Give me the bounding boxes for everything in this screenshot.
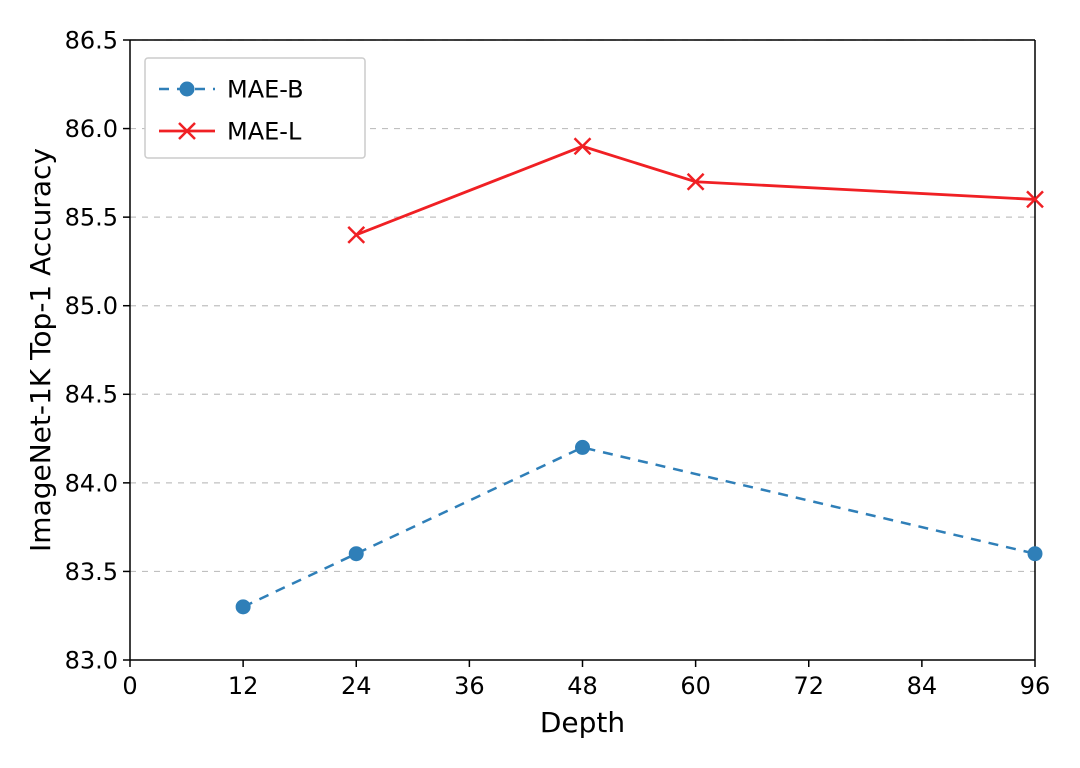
y-axis-label: ImageNet-1K Top-1 Accuracy bbox=[24, 148, 57, 552]
y-tick-label: 83.5 bbox=[65, 558, 118, 586]
y-tick-label: 85.0 bbox=[65, 292, 118, 320]
x-axis-label: Depth bbox=[540, 706, 625, 739]
y-tick-label: 83.0 bbox=[65, 646, 118, 674]
line-chart: 0 12 24 36 48 60 72 84 96 83.0 83.5 84.0 84.5 85.0 85.… bbox=[0, 0, 1080, 768]
x-tick-label: 48 bbox=[567, 672, 598, 700]
marker-MAE-B bbox=[349, 547, 363, 561]
legend-swatch-marker bbox=[180, 82, 194, 96]
marker-MAE-B bbox=[236, 600, 250, 614]
y-tick-label: 84.0 bbox=[65, 469, 118, 497]
x-tick-label: 84 bbox=[907, 672, 938, 700]
x-tick-label: 12 bbox=[228, 672, 259, 700]
chart-container: 0 12 24 36 48 60 72 84 96 83.0 83.5 84.0 84.5 85.0 85.… bbox=[0, 0, 1080, 768]
y-tick-label: 86.0 bbox=[65, 115, 118, 143]
x-tick-label: 72 bbox=[793, 672, 824, 700]
marker-MAE-B bbox=[1028, 547, 1042, 561]
legend-label: MAE-B bbox=[227, 75, 304, 103]
x-tick-label: 24 bbox=[341, 672, 372, 700]
x-tick-label: 36 bbox=[454, 672, 485, 700]
x-tick-label: 96 bbox=[1020, 672, 1051, 700]
x-tick-label: 0 bbox=[122, 672, 137, 700]
legend: MAE-B MAE-L bbox=[145, 58, 365, 158]
y-tick-label: 84.5 bbox=[65, 381, 118, 409]
y-tick-label: 86.5 bbox=[65, 26, 118, 54]
marker-MAE-B bbox=[576, 440, 590, 454]
y-tick-label: 85.5 bbox=[65, 204, 118, 232]
x-tick-label: 60 bbox=[680, 672, 711, 700]
legend-label: MAE-L bbox=[227, 117, 302, 145]
